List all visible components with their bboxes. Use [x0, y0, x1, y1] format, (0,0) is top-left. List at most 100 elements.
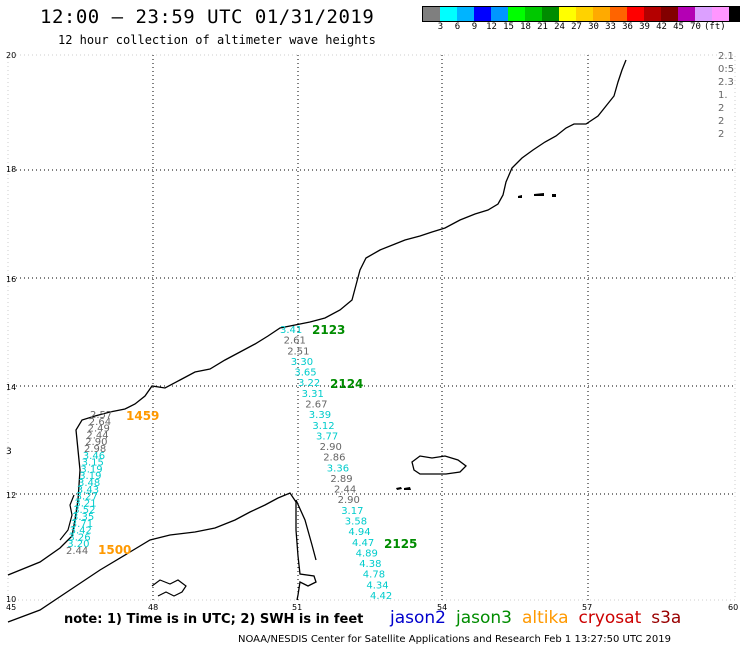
y-tick-label: 14: [6, 383, 16, 392]
scale-label: 45: [673, 22, 684, 32]
track-value: 3.41: [280, 325, 302, 336]
track-value: 3.39: [309, 410, 331, 421]
pass-time-label: 1500: [98, 543, 131, 557]
scale-swatch: [457, 7, 474, 21]
scale-swatch: [423, 7, 440, 21]
legend-altika: altika: [522, 608, 569, 628]
track-value: 2.89: [330, 474, 352, 485]
track-value: 3.43: [77, 485, 99, 496]
track-value: 3.71: [71, 519, 93, 530]
x-tick-label: 54: [437, 603, 447, 612]
scale-swatch: [678, 7, 695, 21]
coastline-yemen-lower: [295, 499, 317, 561]
altimeter-track-east: 3.412.612.513.303.653.223.312.673.393.12…: [280, 325, 392, 602]
x-tick-label: 57: [582, 603, 592, 612]
coast-detail-left: [59, 494, 75, 541]
track-value: 4.38: [359, 559, 381, 570]
track-value: 2.90: [338, 495, 360, 506]
track-value: 2.64: [89, 417, 111, 428]
track-value: 2.44: [66, 546, 88, 557]
scale-swatch: [525, 7, 542, 21]
track-value: 3.35: [72, 512, 94, 523]
track-value: 3.58: [345, 517, 367, 528]
scale-label: 39: [639, 22, 650, 32]
right-edge-value: 1.: [718, 90, 728, 101]
scale-swatch: [627, 7, 644, 21]
coastline-somalia: [7, 492, 317, 623]
islet-2: [404, 487, 411, 490]
scale-swatch: [729, 7, 740, 21]
track-value: 3.42: [70, 526, 92, 537]
track-value: 2.51: [287, 346, 309, 357]
track-value: 2.90: [85, 437, 107, 448]
legend-cryosat: cryosat: [578, 608, 642, 628]
coast-detail-bottom: [151, 579, 187, 597]
footnote: note: 1) Time is in UTC; 2) SWH is in fe…: [64, 612, 364, 627]
x-tick-label: 48: [148, 603, 158, 612]
track-value: 2.57: [90, 410, 112, 421]
track-value: 2.44: [334, 485, 356, 496]
track-value: 2.67: [305, 399, 327, 410]
track-value: 3.17: [341, 506, 363, 517]
scale-label: 3: [437, 22, 444, 32]
scale-swatch: [695, 7, 712, 21]
scale-swatch: [576, 7, 593, 21]
scale-label: 27: [571, 22, 582, 32]
color-scale: [422, 6, 740, 22]
pass-time-label: 2125: [384, 537, 417, 551]
scale-swatch: [474, 7, 491, 21]
pass-time-label: 1459: [126, 409, 159, 423]
right-edge-value: 2.3: [718, 77, 734, 88]
scale-swatch: [559, 7, 576, 21]
right-edge-value: 2: [718, 129, 725, 140]
scale-label: 36: [622, 22, 633, 32]
track-value: 3.30: [291, 357, 313, 368]
right-edge-value: 2.1: [718, 51, 734, 62]
y-tick-label: 10: [6, 595, 16, 604]
track-value: 4.47: [352, 538, 374, 549]
track-value: 3.26: [68, 532, 90, 543]
y-tick-label: 18: [6, 165, 16, 174]
track-value: 3.19: [79, 471, 101, 482]
right-edge-value: 2: [718, 116, 725, 127]
track-value: 4.78: [363, 570, 385, 581]
scale-swatch: [491, 7, 508, 21]
legend-s3a: s3a: [651, 608, 682, 628]
map-frame: [7, 54, 736, 601]
track-value: 3.36: [327, 463, 349, 474]
scale-label: 12: [486, 22, 497, 32]
x-axis-labels: 45 48 51 54 57 60: [6, 603, 738, 612]
track-value: 3.12: [312, 421, 334, 432]
satellite-legend: jason2 jason3 altika cryosat s3a: [390, 608, 691, 628]
pass-time-labels: 1459 1500 2123 2124 2125: [98, 323, 417, 557]
x-tick-label: 51: [292, 603, 302, 612]
track-value: 3.77: [316, 431, 338, 442]
track-value: 3.46: [83, 451, 105, 462]
x-tick-label: 45: [6, 603, 16, 612]
scale-label: 30: [588, 22, 599, 32]
x-tick-label: 60: [728, 603, 738, 612]
track-value: 2.61: [284, 336, 306, 347]
scale-label: 33: [605, 22, 616, 32]
pass-time-label: 2123: [312, 323, 345, 337]
page-title: 12:00 – 23:59 UTC 01/31/2019: [40, 6, 375, 28]
track-value: 4.89: [356, 548, 378, 559]
right-edge-value: 2: [718, 103, 725, 114]
grid-lines: [8, 55, 735, 600]
track-value: 3.22: [298, 378, 320, 389]
legend-jason3: jason3: [456, 608, 512, 628]
track-value: 3.27: [76, 492, 98, 503]
scale-label: 42: [656, 22, 667, 32]
right-edge-value: 0:5: [718, 64, 735, 75]
footer-credit: NOAA/NESDIS Center for Satellite Applica…: [238, 634, 671, 645]
track-value: 2.44: [86, 430, 108, 441]
scale-label: 18: [520, 22, 531, 32]
track-value: 3.65: [294, 368, 316, 379]
scale-label: (ft): [704, 22, 726, 32]
track-value: 3.52: [73, 505, 95, 516]
track-value: 3.48: [78, 478, 100, 489]
scale-label: 9: [471, 22, 478, 32]
scale-label: 70: [690, 22, 701, 32]
islets-kuria: [518, 193, 556, 198]
